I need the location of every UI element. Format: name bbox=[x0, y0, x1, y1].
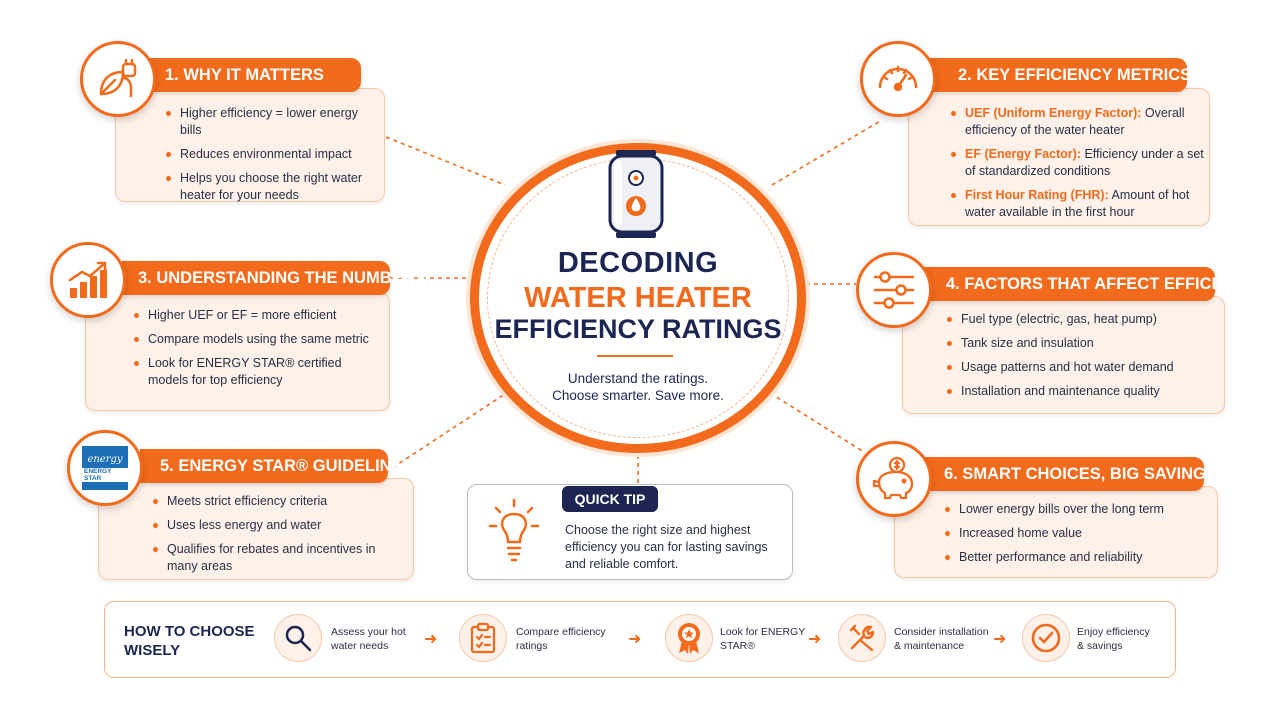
step-2-label: Compare efficiency ratings bbox=[516, 626, 606, 652]
metric-description: Overall efficiency of the water heater bbox=[965, 106, 1185, 137]
section-4-bullet: Tank size and insulation bbox=[945, 335, 1220, 352]
section-4-bullet: Installation and maintenance quality bbox=[945, 383, 1220, 400]
piggy-bank-icon bbox=[872, 456, 914, 500]
section-3-header: 3. UNDERSTANDING THE NUMBERS bbox=[122, 261, 426, 295]
section-energy-star-card: Meets strict efficiency criteria Uses le… bbox=[98, 478, 414, 580]
gauge-icon bbox=[878, 65, 918, 92]
energy-star-label: ENERGY STAR bbox=[82, 468, 128, 482]
award-badge-icon bbox=[678, 623, 700, 654]
section-4-bullet: Fuel type (electric, gas, heat pump) bbox=[945, 311, 1220, 328]
step-5-icon-circle bbox=[1022, 614, 1070, 662]
section-1-bullet: Higher efficiency = lower energy bills bbox=[164, 105, 379, 139]
title-line-3: EFFICIENCY RATINGS bbox=[494, 314, 782, 344]
section-6-bullet: Better performance and reliability bbox=[943, 549, 1213, 566]
connector-s6 bbox=[769, 392, 865, 453]
metric-description: Amount of hot water available in the fir… bbox=[965, 188, 1190, 219]
section-4-header: 4. FACTORS THAT AFFECT EFFICIENCY bbox=[918, 267, 1262, 301]
section-4-icon-circle bbox=[856, 252, 932, 328]
section-1-bullet: Helps you choose the right water heater … bbox=[164, 170, 379, 204]
section-3-bullet: Compare models using the same metric bbox=[132, 331, 372, 348]
metric-term: First Hour Rating (FHR): bbox=[965, 188, 1109, 202]
section-5-header: 5. ENERGY STAR® GUIDELINES bbox=[140, 449, 414, 483]
section-smart-choices-card: Lower energy bills over the long term In… bbox=[894, 486, 1218, 578]
arrow-right-icon: ➜ bbox=[993, 631, 1007, 648]
section-2-bullet: EF (Energy Factor): Efficiency under a s… bbox=[949, 146, 1204, 180]
connector-s1 bbox=[385, 136, 506, 186]
section-3-icon-circle bbox=[50, 242, 126, 318]
section-2-bullet: First Hour Rating (FHR): Amount of hot w… bbox=[949, 187, 1204, 221]
step-2-icon-circle bbox=[459, 614, 507, 662]
arrow-right-icon: ➜ bbox=[424, 631, 438, 648]
section-1-bullet: Reduces environmental impact bbox=[164, 146, 379, 163]
energy-star-logo: energy ENERGY STAR bbox=[80, 444, 130, 492]
lightbulb-icon bbox=[488, 498, 540, 562]
section-5-icon-circle: energy ENERGY STAR bbox=[67, 430, 143, 506]
step-1-label: Assess your hot water needs bbox=[331, 626, 406, 652]
tagline-2: Choose smarter. Save more. bbox=[552, 388, 724, 403]
metric-term: EF (Energy Factor): bbox=[965, 147, 1081, 161]
plug-leaf-icon bbox=[99, 58, 137, 98]
arrow-right-icon: ➜ bbox=[808, 631, 822, 648]
check-circle-icon bbox=[1031, 623, 1061, 653]
water-heater-icon bbox=[608, 150, 664, 238]
tools-icon bbox=[849, 624, 875, 652]
step-5-label: Enjoy efficiency & savings bbox=[1077, 626, 1150, 652]
quick-tip-text: Choose the right size and highest effici… bbox=[565, 523, 768, 571]
section-2-bullet: UEF (Uniform Energy Factor): Overall eff… bbox=[949, 105, 1204, 139]
section-understanding-numbers-card: Higher UEF or EF = more efficient Compar… bbox=[85, 292, 390, 411]
step-4-icon-circle bbox=[838, 614, 886, 662]
step-4-label: Consider installation & maintenance bbox=[894, 626, 989, 652]
section-4-bullet: Usage patterns and hot water demand bbox=[945, 359, 1220, 376]
how-to-choose-title: HOW TO CHOOSE WISELY bbox=[124, 623, 255, 659]
energy-star-script: energy bbox=[87, 454, 123, 465]
section-6-header: 6. SMART CHOICES, BIG SAVINGS bbox=[922, 457, 1217, 491]
section-3-bullet: Look for ENERGY STAR® certified models f… bbox=[132, 355, 372, 389]
section-6-bullet: Increased home value bbox=[943, 525, 1213, 542]
section-5-bullet: Meets strict efficiency criteria bbox=[151, 493, 406, 510]
title-line-2: WATER HEATER bbox=[524, 282, 752, 314]
section-1-icon-circle bbox=[80, 41, 156, 117]
section-key-metrics-card: UEF (Uniform Energy Factor): Overall eff… bbox=[908, 88, 1210, 226]
arrow-right-icon: ➜ bbox=[628, 631, 642, 648]
section-5-bullet: Qualifies for rebates and incentives in … bbox=[151, 541, 406, 575]
section-2-icon-circle bbox=[860, 41, 936, 117]
metric-description: Efficiency under a set of standardized c… bbox=[965, 147, 1204, 178]
bar-chart-icon bbox=[68, 261, 107, 298]
title-line-1: DECODING bbox=[557, 247, 719, 279]
sliders-icon bbox=[873, 271, 915, 309]
step-3-icon-circle bbox=[665, 614, 713, 662]
magnifier-icon bbox=[285, 625, 312, 652]
section-2-header: 2. KEY EFFICIENCY METRICS bbox=[926, 58, 1191, 92]
section-factors-card: Fuel type (electric, gas, heat pump) Tan… bbox=[902, 296, 1225, 414]
section-5-bullet: Uses less energy and water bbox=[151, 517, 406, 534]
step-3-label: Look for ENERGY STAR® bbox=[720, 626, 806, 652]
title-divider bbox=[597, 355, 673, 357]
connector-s5 bbox=[385, 391, 509, 473]
section-6-icon-circle bbox=[856, 441, 932, 517]
metric-term: UEF (Uniform Energy Factor): bbox=[965, 106, 1142, 120]
section-1-header: 1. WHY IT MATTERS bbox=[145, 58, 361, 92]
clipboard-icon bbox=[470, 622, 496, 654]
connector-s2 bbox=[771, 119, 883, 186]
section-why-it-matters-card: Higher efficiency = lower energy bills R… bbox=[115, 88, 385, 202]
quick-tip-label: QUICK TIP bbox=[562, 486, 658, 512]
section-3-bullet: Higher UEF or EF = more efficient bbox=[132, 307, 372, 324]
tagline-1: Understand the ratings. bbox=[567, 371, 709, 386]
step-1-icon-circle bbox=[274, 614, 322, 662]
section-6-bullet: Lower energy bills over the long term bbox=[943, 501, 1213, 518]
